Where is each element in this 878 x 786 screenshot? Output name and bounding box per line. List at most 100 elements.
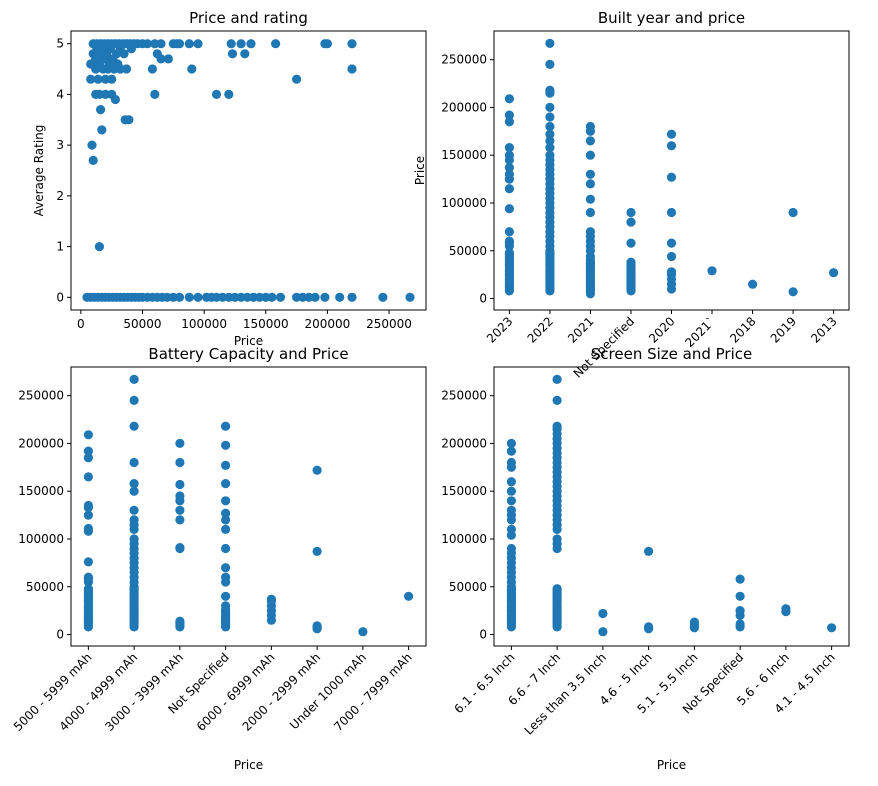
data-point xyxy=(335,292,345,302)
data-point xyxy=(585,227,596,237)
data-point xyxy=(310,292,320,302)
data-point xyxy=(221,524,231,535)
data-point xyxy=(129,486,139,496)
data-point xyxy=(236,39,246,49)
data-point xyxy=(175,491,185,501)
data-point xyxy=(585,169,596,179)
axes-frame xyxy=(70,30,427,311)
data-point xyxy=(506,524,516,535)
data-point xyxy=(129,515,139,525)
data-point xyxy=(221,591,231,601)
data-point xyxy=(163,54,173,64)
data-point xyxy=(129,395,139,405)
data-point xyxy=(221,508,231,518)
data-point xyxy=(585,121,596,132)
x-tick-label: 100000 xyxy=(181,317,227,331)
y-tick-label: 250000 xyxy=(18,389,64,403)
data-point xyxy=(504,227,514,237)
data-point xyxy=(358,627,368,637)
data-point xyxy=(83,557,93,567)
data-point xyxy=(142,39,152,49)
data-point xyxy=(666,207,677,218)
data-point xyxy=(404,591,414,601)
data-point xyxy=(788,287,798,297)
data-point xyxy=(271,39,281,49)
x-tick-label: 5000 - 5999 mAh xyxy=(11,650,95,734)
x-tick-label: 0 xyxy=(77,317,85,331)
data-point xyxy=(246,39,256,49)
data-point xyxy=(275,292,286,302)
data-point xyxy=(504,150,514,160)
data-point xyxy=(666,251,677,262)
axes-frame xyxy=(70,366,427,647)
data-point xyxy=(124,115,134,125)
data-point xyxy=(221,601,231,611)
y-tick-label: 2 xyxy=(56,189,64,203)
data-point xyxy=(221,515,231,525)
data-point xyxy=(689,617,700,627)
x-tick-label: 2019 xyxy=(768,314,799,345)
data-point xyxy=(83,510,93,520)
data-point xyxy=(666,129,677,139)
scatter-points xyxy=(83,374,414,637)
data-point xyxy=(129,479,139,489)
y-tick-label: 4 xyxy=(56,87,64,101)
data-point xyxy=(221,563,231,573)
data-point xyxy=(175,479,185,490)
data-point xyxy=(150,89,160,99)
data-point xyxy=(83,572,93,582)
x-tick-label: 2018 xyxy=(727,314,758,345)
data-point xyxy=(735,574,745,584)
data-point xyxy=(585,150,596,160)
chart-title: Price and rating xyxy=(189,9,308,27)
data-point xyxy=(221,421,231,431)
data-point xyxy=(267,292,277,302)
data-point xyxy=(735,591,745,601)
y-tick-label: 50000 xyxy=(449,580,487,594)
data-point xyxy=(240,49,250,59)
data-point xyxy=(506,543,516,554)
y-axis-label: Average Rating xyxy=(32,125,46,217)
data-point xyxy=(827,623,837,633)
chart-title: Built year and price xyxy=(598,9,745,27)
x-tick-label: 2021 xyxy=(565,314,596,345)
y-tick-label: 100000 xyxy=(441,532,487,546)
data-point xyxy=(152,49,162,59)
data-point xyxy=(175,543,185,553)
data-point xyxy=(585,179,596,189)
data-point xyxy=(175,505,185,515)
data-point xyxy=(83,430,93,440)
data-point xyxy=(378,292,388,302)
data-point xyxy=(781,604,791,614)
data-point xyxy=(175,616,185,626)
data-point xyxy=(504,204,514,214)
data-point xyxy=(545,129,555,139)
data-point xyxy=(666,141,677,151)
data-point xyxy=(97,125,107,135)
x-tick-label: 200000 xyxy=(304,317,350,331)
x-tick-label: Under 1000 mAh xyxy=(287,650,369,732)
data-point xyxy=(93,74,103,84)
data-point xyxy=(292,74,302,84)
data-point xyxy=(506,457,516,468)
data-point xyxy=(626,207,636,218)
scatter-points xyxy=(82,39,415,302)
data-point xyxy=(110,94,120,105)
data-point xyxy=(347,64,357,74)
x-tick-label: 2022 xyxy=(525,314,556,345)
data-point xyxy=(322,39,332,49)
data-point xyxy=(88,155,98,165)
subplot-price-rating: 0 1 2 3 4 5 0 50000 100000 150000 200000 250000 Pric… xyxy=(32,9,427,348)
y-tick-label: 100000 xyxy=(18,532,64,546)
data-point xyxy=(552,395,562,405)
data-point xyxy=(504,94,514,104)
x-tick-label: 6000 - 6999 mAh xyxy=(194,650,278,734)
subplot-screen-price: 0 50000 100000 150000 200000 250000 6.1 - 6.5 … xyxy=(441,345,850,772)
data-point xyxy=(552,374,562,384)
data-point xyxy=(121,64,132,74)
data-point xyxy=(312,621,322,631)
y-tick-label: 200000 xyxy=(18,436,64,450)
x-tick-label: 2023 xyxy=(484,314,515,345)
data-point xyxy=(504,184,514,194)
y-tick-label: 0 xyxy=(56,290,64,304)
